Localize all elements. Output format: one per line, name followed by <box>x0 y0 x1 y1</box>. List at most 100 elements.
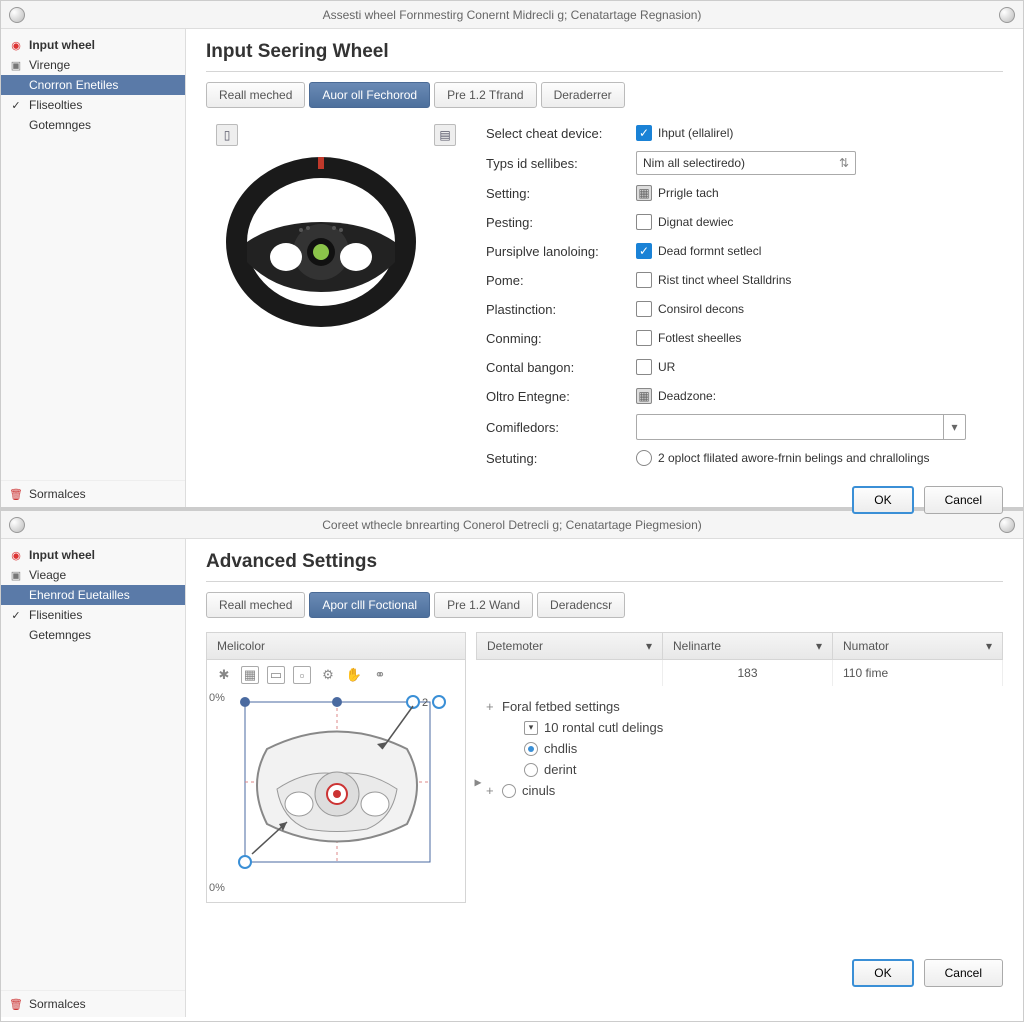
tool-box3-icon[interactable]: ▫ <box>293 666 311 684</box>
form-label: Pesting: <box>486 215 636 230</box>
form-value: UR <box>658 360 675 374</box>
app-icon <box>9 7 25 23</box>
tab[interactable]: Pre 1.2 Wand <box>434 592 533 618</box>
form-row: Pome:Rist tinct wheel Stalldrins <box>486 269 1003 291</box>
col-numator[interactable]: Numator▾ <box>833 632 1003 660</box>
col-nelinarte[interactable]: Nelinarte▾ <box>663 632 833 660</box>
form-value: Rist tinct wheel Stalldrins <box>658 273 791 287</box>
checkbox[interactable] <box>636 272 652 288</box>
device-icon-right[interactable]: ▤ <box>434 124 456 146</box>
wheel-diagram: 0% 0% 2 <box>207 690 465 902</box>
text-input[interactable]: Nim all selectiredo)⇅ <box>636 151 856 175</box>
tree-item[interactable]: ▾10 rontal cutl delings <box>486 717 1003 738</box>
sidebar-footer-label: Sormalces <box>29 997 86 1011</box>
tree-label: cinuls <box>522 783 555 798</box>
tab[interactable]: Deraderrer <box>541 82 625 108</box>
sidebar-item[interactable]: ◉ Input wheel <box>1 545 185 565</box>
cell-nel: 183 <box>663 660 833 686</box>
form-label: Plastinction: <box>486 302 636 317</box>
checkbox[interactable] <box>636 214 652 230</box>
tool-box1-icon[interactable]: ▦ <box>241 666 259 684</box>
wheel-image-col: ▯ ▤ <box>206 122 466 476</box>
checkbox[interactable] <box>636 330 652 346</box>
tab[interactable]: Reall meched <box>206 592 305 618</box>
tool-box2-icon[interactable]: ▭ <box>267 666 285 684</box>
sidebar-item-icon: ◉ <box>9 548 23 562</box>
sidebar-item-icon: ✓ <box>9 98 23 112</box>
tab[interactable]: Auor oll Fechorod <box>309 82 430 108</box>
tree-item[interactable]: +Foral fetbed settings <box>486 696 1003 717</box>
col-detemoter[interactable]: Detemoter▾ <box>476 632 663 660</box>
checkbox[interactable]: ▦ <box>636 388 652 404</box>
sort-icon: ▾ <box>646 639 652 653</box>
data-row: 183 110 fime <box>476 660 1003 686</box>
checkbox[interactable]: ▦ <box>636 185 652 201</box>
tab[interactable]: Reall meched <box>206 82 305 108</box>
sidebar-item-icon <box>9 588 23 602</box>
form-value: Dignat dewiec <box>658 215 733 229</box>
toolbar: ✱ ▦ ▭ ▫ ⚙ ✋ ⚭ <box>207 660 465 690</box>
radio[interactable] <box>636 450 652 466</box>
sidebar-item[interactable]: ✓Fliseolties <box>1 95 185 115</box>
settings-icon[interactable] <box>999 7 1015 23</box>
checkbox[interactable]: ✓ <box>636 125 652 141</box>
sidebar-item[interactable]: ◉Input wheel <box>1 35 185 55</box>
sidebar-footer[interactable]: 🗑 Sormalces <box>1 990 185 1017</box>
tab[interactable]: Apor clll Foctional <box>309 592 430 618</box>
trash-icon: 🗑 <box>9 487 23 501</box>
checkbox[interactable] <box>636 301 652 317</box>
sidebar-footer[interactable]: 🗑 Sormalces <box>1 480 185 507</box>
form: Select cheat device:✓Ihput (ellalirel)Ty… <box>486 122 1003 476</box>
form-row: Oltro Entegne:▦ Deadzone: <box>486 385 1003 407</box>
form-row: Comifledors:▾ <box>486 414 1003 440</box>
tab[interactable]: Deradencsr <box>537 592 625 618</box>
form-value: 2 oploct flilated awore-frnin belings an… <box>658 451 930 465</box>
svg-text:2: 2 <box>422 697 428 709</box>
sidebar-item-label: Input wheel <box>29 548 95 562</box>
sort-icon: ▾ <box>986 639 992 653</box>
sidebar-item-icon: ✓ <box>9 608 23 622</box>
sidebar-item[interactable]: ▣Virenge <box>1 55 185 75</box>
tree-item[interactable]: chdlis <box>486 738 1003 759</box>
tree-label: Foral fetbed settings <box>502 699 620 714</box>
col-melicolor: Melicolor <box>207 633 465 660</box>
expand-arrow-icon[interactable]: ▸ <box>474 774 481 791</box>
tree-item[interactable]: derint <box>486 759 1003 780</box>
form-label: Oltro Entegne: <box>486 389 636 404</box>
sidebar-item[interactable]: Ehenrod Euetailles <box>1 585 185 605</box>
sidebar-item-label: Flisenities <box>29 608 82 622</box>
form-label: Select cheat device: <box>486 126 636 141</box>
form-value: Deadzone: <box>658 389 716 403</box>
data-panel: Detemoter▾ Nelinarte▾ Numator▾ 183 110 f… <box>476 632 1003 903</box>
sidebar-item[interactable]: ▣Vieage <box>1 565 185 585</box>
dropdown[interactable]: ▾ <box>636 414 966 440</box>
ok-button[interactable]: OK <box>852 486 913 514</box>
sidebar-item[interactable]: Gotemnges <box>1 115 185 135</box>
cancel-button[interactable]: Cancel <box>924 486 1003 514</box>
form-label: Pursiplve lanoloing: <box>486 244 636 259</box>
checkbox[interactable]: ✓ <box>636 243 652 259</box>
sidebar-item-label: Vieage <box>29 568 66 582</box>
sidebar-footer-label: Sormalces <box>29 487 86 501</box>
sidebar-item[interactable]: ✓ Flisenities <box>1 605 185 625</box>
tree-item[interactable]: +cinuls <box>486 780 1003 801</box>
form-row: Typs id sellibes:Nim all selectiredo)⇅ <box>486 151 1003 175</box>
checkbox[interactable] <box>636 359 652 375</box>
tab[interactable]: Pre 1.2 Tfrand <box>434 82 537 108</box>
device-icon-left[interactable]: ▯ <box>216 124 238 146</box>
tool-gear-icon[interactable]: ⚙ <box>319 666 337 684</box>
tool-hand-icon[interactable]: ✋ <box>345 666 363 684</box>
form-row: Pesting: Dignat dewiec <box>486 211 1003 233</box>
titlebar: Coreet wthecle bnrearting Conerol Detrec… <box>1 511 1023 539</box>
tool-pin-icon[interactable]: ✱ <box>215 666 233 684</box>
ok-button[interactable]: OK <box>852 959 913 987</box>
axis-bl: 0% <box>209 882 225 894</box>
tool-link-icon[interactable]: ⚭ <box>371 666 389 684</box>
form-value: Consirol decons <box>658 302 744 316</box>
settings-icon[interactable] <box>999 517 1015 533</box>
form-value: Prrigle tach <box>658 186 719 200</box>
window-advanced: Coreet wthecle bnrearting Conerol Detrec… <box>0 508 1024 1022</box>
sidebar-item[interactable]: Cnorron Enetiles <box>1 75 185 95</box>
sidebar-item[interactable]: Getemnges <box>1 625 185 645</box>
cancel-button[interactable]: Cancel <box>924 959 1003 987</box>
